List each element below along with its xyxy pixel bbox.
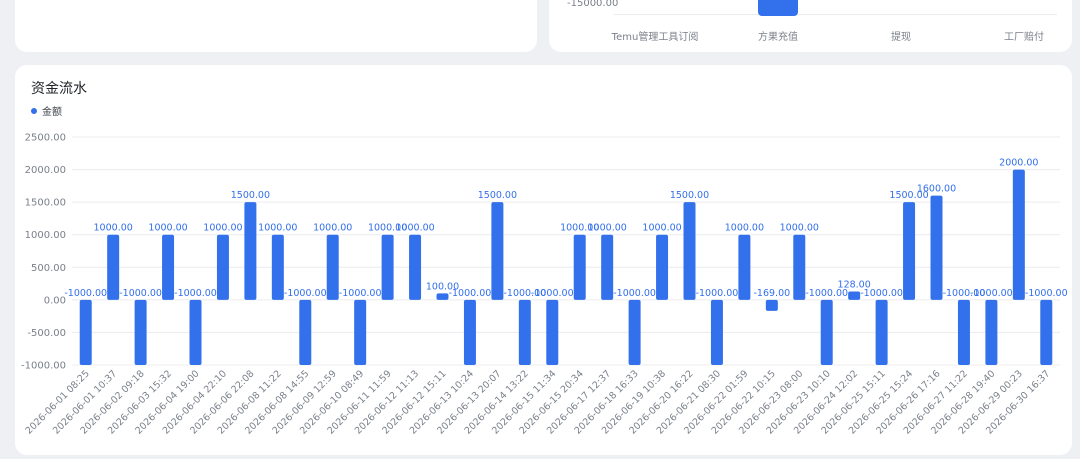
bar[interactable] xyxy=(820,299,833,365)
data-label: 1000.00 xyxy=(313,223,352,234)
bar[interactable] xyxy=(738,234,751,300)
data-label: 1000.00 xyxy=(203,223,242,234)
bar[interactable] xyxy=(244,202,257,300)
data-label: 1500.00 xyxy=(231,190,270,201)
bar[interactable] xyxy=(1012,169,1025,300)
y-tick-label: 1000.00 xyxy=(25,230,66,241)
chart-title: 资金流水 xyxy=(31,81,87,97)
data-label: 1000.00 xyxy=(395,223,434,234)
bar[interactable] xyxy=(381,234,394,300)
bar[interactable] xyxy=(299,299,312,365)
cash-flow-chart-card: 资金流水 金额 2500.00 2000.00 1500.00 1000.00 500.… xyxy=(15,65,1072,455)
bar[interactable] xyxy=(765,299,778,311)
bar[interactable] xyxy=(573,234,586,300)
legend-marker-icon xyxy=(31,107,37,114)
bar-chart: 2500.00 2000.00 1500.00 1000.00 500.00 0.00 -5… xyxy=(21,133,1068,437)
data-label: 1000.00 xyxy=(258,223,297,234)
data-label: -169.00 xyxy=(753,288,790,299)
data-label: 1000.00 xyxy=(560,223,599,234)
bar[interactable] xyxy=(134,299,147,365)
bar[interactable] xyxy=(436,293,449,300)
bar[interactable] xyxy=(354,299,367,365)
data-label: -1000.00 xyxy=(805,288,848,299)
data-label: 1000.00 xyxy=(368,223,407,234)
bar[interactable] xyxy=(491,202,504,300)
bar[interactable] xyxy=(463,299,476,365)
bar[interactable] xyxy=(985,299,998,365)
y-tick-label: 1500.00 xyxy=(25,198,66,209)
data-label: 1000.00 xyxy=(588,223,627,234)
data-label: -1000.00 xyxy=(284,288,327,299)
y-tick-label: -1000.00 xyxy=(21,361,66,372)
y-tick-label: -500.00 xyxy=(27,328,66,339)
bar[interactable] xyxy=(710,299,723,365)
bar[interactable] xyxy=(216,234,229,300)
data-label: -1000.00 xyxy=(503,288,546,299)
data-label: 1000.00 xyxy=(94,223,133,234)
bar[interactable] xyxy=(601,234,614,300)
data-label: 1600.00 xyxy=(917,184,956,195)
bar[interactable] xyxy=(683,202,696,300)
data-label: 2000.00 xyxy=(999,158,1038,169)
data-label: -1000.00 xyxy=(449,288,492,299)
data-label: -1000.00 xyxy=(860,288,903,299)
bar[interactable] xyxy=(79,299,92,365)
bar[interactable] xyxy=(518,299,531,365)
x-category-label: Temu管理工具订阅 xyxy=(611,32,699,43)
bar[interactable] xyxy=(957,299,970,365)
bar[interactable] xyxy=(628,299,641,365)
bar[interactable] xyxy=(848,291,861,300)
bar[interactable] xyxy=(875,299,888,365)
data-label: -1000.00 xyxy=(174,288,217,299)
data-label: 1000.00 xyxy=(780,223,819,234)
y-tick-label: 2500.00 xyxy=(25,133,66,144)
data-label: 128.00 xyxy=(838,280,871,291)
bar[interactable] xyxy=(793,234,806,300)
data-label: 1000.00 xyxy=(725,223,764,234)
data-label: -1000.00 xyxy=(696,288,739,299)
data-label: -1000.00 xyxy=(1025,288,1068,299)
data-label: -1000.00 xyxy=(613,288,656,299)
data-label: 1500.00 xyxy=(670,190,709,201)
y-tick-label: 500.00 xyxy=(31,263,66,274)
bar[interactable] xyxy=(656,234,669,300)
top-left-card xyxy=(15,0,537,52)
data-label: 1500.00 xyxy=(889,190,928,201)
data-label: 100.00 xyxy=(426,281,459,292)
chart-legend[interactable]: 金额 xyxy=(31,103,62,118)
top-right-chart-card: -15000.00 Temu管理工具订阅 方果充值 提现 工厂赔付 xyxy=(549,0,1072,52)
data-label: -1000.00 xyxy=(531,288,574,299)
data-label: -1000.00 xyxy=(119,288,162,299)
bar[interactable] xyxy=(930,195,943,300)
x-category-label: 方果充值 xyxy=(758,32,798,43)
bar[interactable] xyxy=(1040,299,1053,365)
bar[interactable] xyxy=(903,202,916,300)
data-label: -1000.00 xyxy=(64,288,107,299)
bar[interactable] xyxy=(271,234,284,300)
bar[interactable] xyxy=(107,234,120,300)
x-category-label: 工厂赔付 xyxy=(1004,32,1044,43)
gridline xyxy=(614,14,1057,15)
x-category-label: 提现 xyxy=(891,32,911,43)
data-label: 1000.00 xyxy=(642,223,681,234)
legend-label: 金额 xyxy=(42,107,62,118)
bar[interactable] xyxy=(162,234,175,300)
bar[interactable] xyxy=(409,234,422,300)
y-tick-label: 0.00 xyxy=(44,295,66,306)
data-label: -1000.00 xyxy=(970,288,1013,299)
bar[interactable] xyxy=(189,299,202,365)
data-label: 1500.00 xyxy=(478,190,517,201)
y-tick-label: -15000.00 xyxy=(567,0,619,9)
bar[interactable] xyxy=(758,0,798,16)
data-label: -1000.00 xyxy=(339,288,382,299)
y-tick-label: 2000.00 xyxy=(25,165,66,176)
bar[interactable] xyxy=(546,299,559,365)
data-label: 1000.00 xyxy=(148,223,187,234)
data-label: -1000.00 xyxy=(943,288,986,299)
bar[interactable] xyxy=(326,234,339,300)
